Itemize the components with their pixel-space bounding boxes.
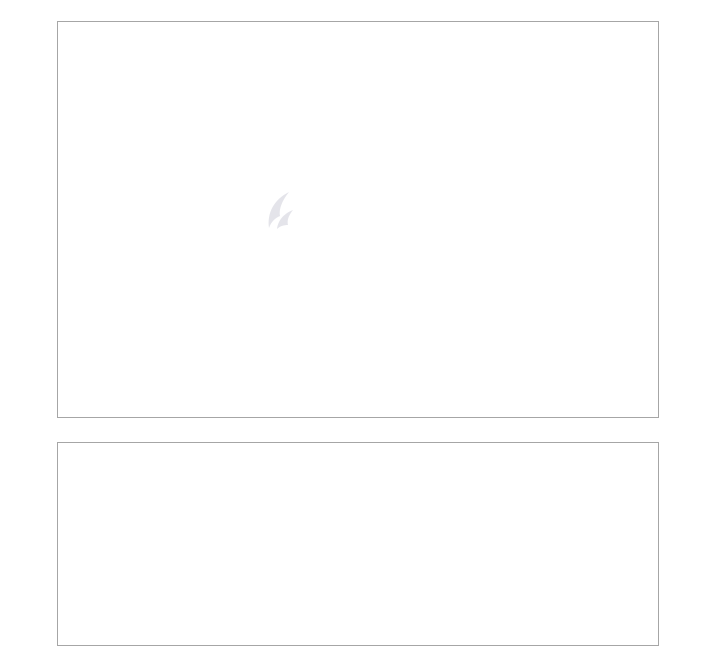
price-series-swatch-icon <box>624 3 635 8</box>
price-chart-canvas[interactable] <box>57 21 659 418</box>
avg-series-swatch-icon <box>649 3 660 8</box>
time-axis <box>0 420 720 436</box>
volume-chart-canvas[interactable] <box>57 442 659 646</box>
percent-right-axis <box>663 0 720 655</box>
legend <box>617 3 660 8</box>
volume-plot <box>58 443 658 645</box>
price-plot <box>58 22 658 417</box>
volume-left-axis <box>0 0 55 655</box>
